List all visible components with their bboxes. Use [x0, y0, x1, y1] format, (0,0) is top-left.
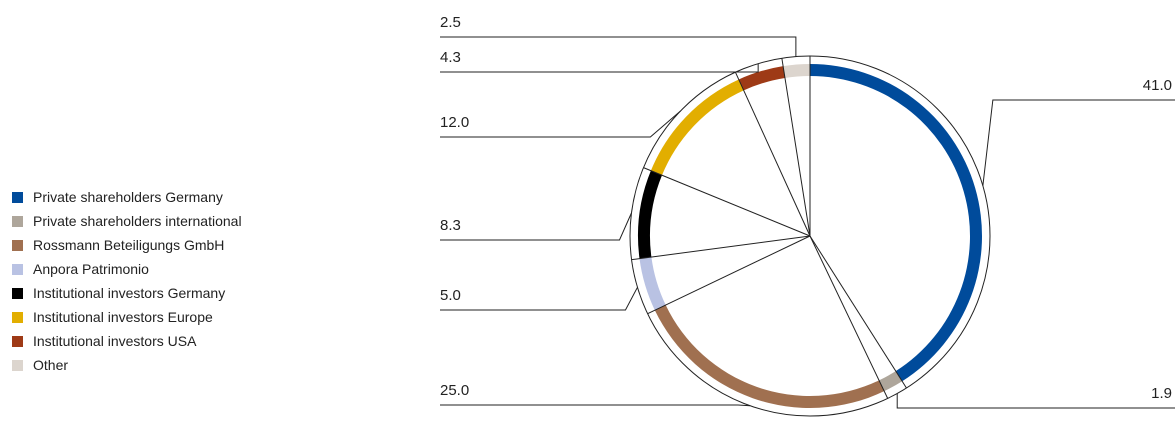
legend-label: Private shareholders international [33, 213, 242, 229]
legend-item-rossmann-beteiligungs-gmbh: Rossmann Beteiligungs GmbH [12, 233, 242, 257]
pie-divider [631, 235, 811, 261]
callout-line-anpora-patrimonio [440, 287, 638, 311]
callout-line-institutional-investors-usa [440, 63, 759, 73]
pie-divider [647, 235, 811, 315]
value-label-anpora-patrimonio: 5.0 [440, 287, 461, 304]
legend-item-institutional-investors-usa: Institutional investors USA [12, 329, 242, 353]
pie-divider [781, 58, 811, 237]
legend-swatch [12, 287, 23, 299]
legend-label: Institutional investors Germany [33, 285, 226, 301]
callout-line-private-shareholders-international [896, 393, 1175, 409]
legend-item-anpora-patrimonio: Anpora Patrimonio [12, 257, 242, 281]
pie-slice-rossmann-beteiligungs-gmbh [654, 305, 885, 409]
pie-divider [809, 235, 907, 389]
legend-label: Anpora Patrimonio [33, 261, 149, 277]
value-label-institutional-investors-germany: 8.3 [440, 217, 461, 234]
callout-line-institutional-investors-germany [440, 212, 632, 241]
callout-line-institutional-investors-europe [440, 110, 681, 138]
legend-label: Institutional investors Europe [33, 309, 213, 325]
pie-slice-institutional-investors-europe [650, 79, 744, 176]
value-label-rossmann-beteiligungs-gmbh: 25.0 [440, 382, 469, 399]
pie-slice-institutional-investors-germany [638, 170, 662, 259]
chart-legend: Private shareholders Germany Private shar… [12, 185, 242, 377]
legend-label: Rossmann Beteiligungs GmbH [33, 237, 225, 253]
pie-slice-other [783, 64, 810, 78]
callout-line-other [440, 36, 797, 57]
legend-swatch [12, 215, 23, 227]
legend-label: Institutional investors USA [33, 333, 197, 349]
value-label-private-shareholders-international: 1.9 [1151, 385, 1172, 402]
legend-label: Other [33, 357, 69, 373]
legend-swatch [12, 335, 23, 347]
pie-slice-anpora-patrimonio [639, 257, 666, 311]
pie-divider [643, 167, 811, 237]
legend-swatch [12, 239, 23, 251]
callout-line-private-shareholders-germany [982, 99, 1175, 186]
legend-item-private-shareholders-germany: Private shareholders Germany [12, 185, 242, 209]
value-label-other: 2.5 [440, 14, 461, 31]
value-label-institutional-investors-europe: 12.0 [440, 114, 469, 131]
pie-divider [734, 71, 811, 237]
legend-item-institutional-investors-europe: Institutional investors Europe [12, 305, 242, 329]
pie-slice-institutional-investors-usa [738, 66, 785, 91]
callout-line-rossmann-beteiligungs-gmbh [440, 404, 751, 407]
legend-label: Private shareholders Germany [33, 189, 223, 205]
legend-item-other: Other [12, 353, 242, 377]
legend-swatch [12, 359, 23, 371]
legend-swatch [12, 311, 23, 323]
value-label-institutional-investors-usa: 4.3 [440, 49, 461, 66]
legend-item-institutional-investors-germany: Institutional investors Germany [12, 281, 242, 305]
pie-slice-private-shareholders-germany [810, 64, 982, 382]
legend-swatch [12, 263, 23, 275]
pie-divider [809, 235, 889, 399]
legend-swatch [12, 191, 23, 203]
value-label-private-shareholders-germany: 41.0 [1143, 77, 1172, 94]
legend-item-private-shareholders-international: Private shareholders international [12, 209, 242, 233]
pie-slice-private-shareholders-international [879, 371, 903, 392]
